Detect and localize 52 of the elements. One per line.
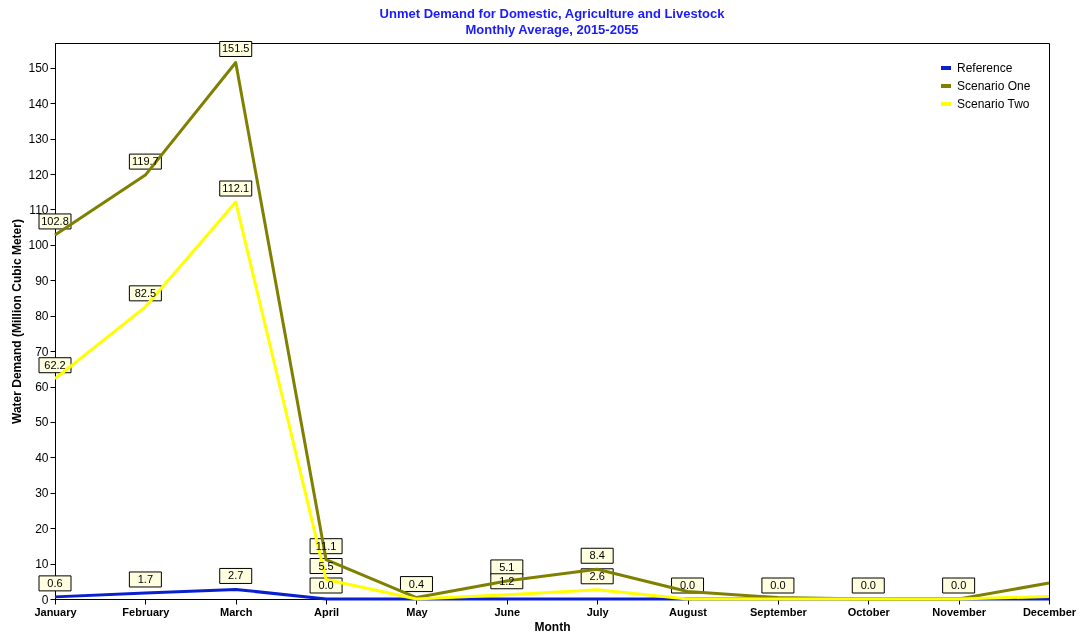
x-axis-title: Month <box>534 619 571 634</box>
data-label: 62.2 <box>44 358 66 371</box>
y-tick-label: 100 <box>28 238 49 253</box>
y-tick-label: 0 <box>41 592 49 607</box>
y-tick-label: 70 <box>35 344 49 359</box>
y-tick-label: 150 <box>28 61 49 76</box>
x-tick-label: February <box>122 605 171 618</box>
x-tick-label: April <box>314 605 340 618</box>
y-tick-label: 10 <box>35 557 49 572</box>
y-tick-label: 20 <box>35 521 49 536</box>
data-label: 102.8 <box>41 214 69 227</box>
x-tick-label: July <box>586 605 610 618</box>
legend-label: Reference <box>957 61 1013 75</box>
x-tick-label: November <box>932 605 987 618</box>
y-tick-label: 60 <box>35 380 49 395</box>
data-label: 0.0 <box>318 579 334 591</box>
x-tick-label: May <box>406 605 429 618</box>
data-label: 82.5 <box>134 286 157 299</box>
data-label: 2.6 <box>589 569 605 582</box>
y-axis-title: Water Demand (Million Cubic Meter) <box>10 219 25 424</box>
y-tick-label: 90 <box>35 273 49 288</box>
data-label: 0.4 <box>408 577 425 590</box>
y-tick-label: 40 <box>35 450 49 465</box>
y-tick-label: 140 <box>28 96 49 111</box>
data-label: 1.7 <box>137 572 154 585</box>
y-tick-label: 130 <box>28 132 49 147</box>
legend-label: Scenario Two <box>957 97 1030 111</box>
data-label: 112.1 <box>222 182 250 195</box>
y-tick-label: 50 <box>35 415 49 430</box>
chart-title: Unmet Demand for Domestic, Agriculture and Livestock <box>379 5 726 21</box>
y-tick-label: 30 <box>35 486 49 501</box>
data-label: 5.1 <box>499 560 515 573</box>
y-tick-label: 80 <box>35 309 49 324</box>
y-tick-label: 120 <box>28 167 49 182</box>
x-tick-label: December <box>1022 605 1077 618</box>
data-label: 0.0 <box>860 579 876 591</box>
x-tick-label: August <box>669 605 708 618</box>
data-label: 2.7 <box>228 569 244 582</box>
legend-label: Scenario One <box>957 79 1031 93</box>
data-label: 8.4 <box>589 549 605 562</box>
data-label: 0.0 <box>950 579 967 591</box>
x-tick-label: October <box>847 605 891 618</box>
data-label: 0.0 <box>679 579 696 591</box>
x-tick-label: March <box>220 605 253 618</box>
chart-subtitle: Monthly Average, 2015-2055 <box>465 21 639 37</box>
x-tick-label: January <box>34 605 78 618</box>
y-tick-label: 110 <box>29 202 49 217</box>
data-label: 151.5 <box>221 42 250 55</box>
x-tick-label: September <box>749 605 808 618</box>
data-label: 0.0 <box>770 579 786 591</box>
data-label: 0.6 <box>47 576 63 589</box>
x-tick-label: June <box>494 605 521 618</box>
